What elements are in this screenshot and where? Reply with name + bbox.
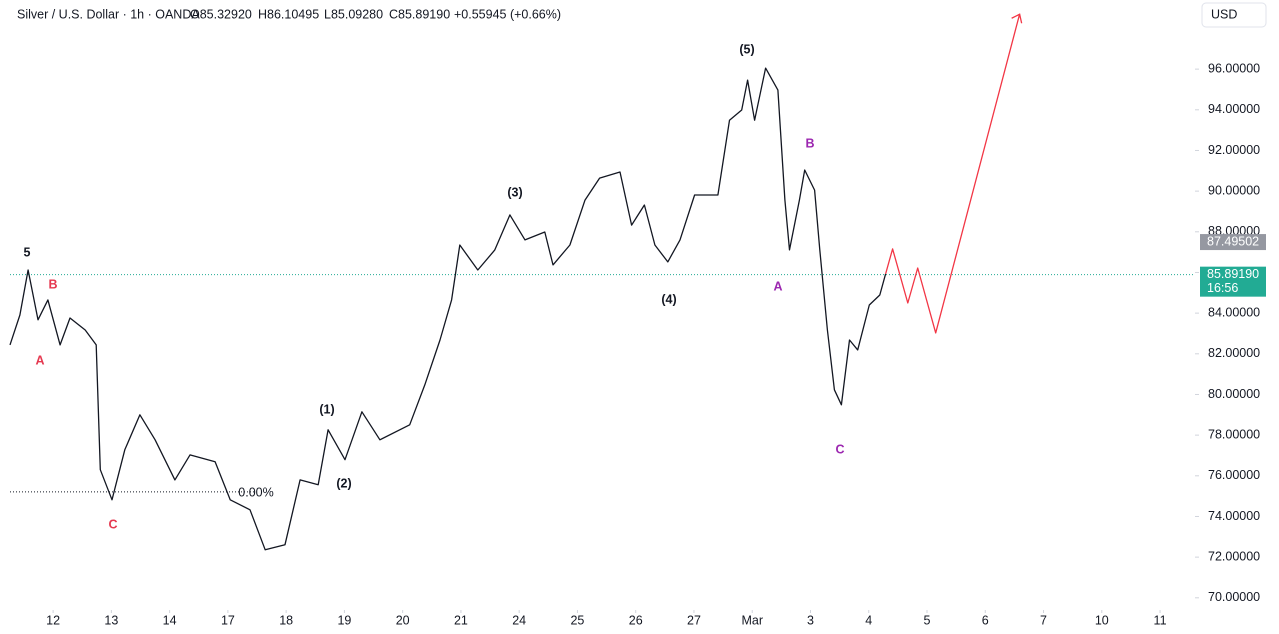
wave-label: B [805,136,814,150]
currency-button[interactable] [1201,2,1267,28]
x-tick-label: Mar [741,613,763,627]
x-tick-label: 27 [687,613,701,627]
projection-line [884,14,1021,334]
x-tick-label: 10 [1095,613,1109,627]
y-tick-label: 72.00000 [1208,549,1260,563]
x-tick-label: 3 [807,613,814,627]
x-tick-label: 17 [221,613,235,627]
x-tick-label: 7 [1040,613,1047,627]
y-tick-label: 90.00000 [1208,183,1260,197]
y-tick-label: 84.00000 [1208,305,1260,319]
x-tick-label: 4 [865,613,872,627]
y-tick-label: 94.00000 [1208,102,1260,116]
last-price-badge [1200,266,1266,297]
wave-label: (1) [319,402,334,416]
wave-label: B [48,277,57,291]
y-tick-label: 96.00000 [1208,61,1260,75]
x-tick-label: 12 [46,613,60,627]
open: O85.32920 [190,7,252,21]
x-tick-label: 21 [454,613,468,627]
x-tick-label: 5 [924,613,931,627]
x-tick-label: 24 [512,613,526,627]
symbol-title: Silver / U.S. Dollar · 1h · OANDA [17,7,200,21]
countdown: 16:56 [1207,281,1238,295]
last-price-label: 85.89190 [1207,267,1259,281]
y-tick-label: 74.00000 [1208,509,1260,523]
x-tick-label: 20 [396,613,410,627]
y-tick-label: 76.00000 [1208,468,1260,482]
marker-price-badge [1200,234,1266,251]
x-tick-label: 13 [104,613,118,627]
x-tick-label: 14 [163,613,177,627]
wave-label: A [773,279,782,293]
x-tick-label: 11 [1154,613,1167,627]
y-tick-label: 82.00000 [1208,346,1260,360]
wave-label: C [835,442,844,456]
wave-label: 5 [24,245,31,259]
price-line [9,67,887,551]
x-tick-label: 26 [629,613,643,627]
low: L85.09280 [324,7,383,21]
arrowhead [1011,13,1023,24]
y-tick-label: 70.00000 [1208,590,1260,604]
wave-label: (2) [336,476,351,490]
wave-label: A [35,353,44,367]
y-tick-label: 80.00000 [1208,387,1260,401]
change: +0.55945 (+0.66%) [454,7,561,21]
close: C85.89190 [389,7,450,21]
wave-label: (4) [661,292,676,306]
x-tick-label: 25 [570,613,584,627]
currency[interactable]: USD [1211,7,1237,21]
wave-label: C [108,517,117,531]
x-tick-label: 6 [982,613,989,627]
marker-price-label: 87.49502 [1207,234,1259,248]
y-tick-label: 92.00000 [1208,143,1260,157]
wave-label: 0.00% [238,485,273,499]
x-tick-label: 18 [279,613,293,627]
high: H86.10495 [258,7,319,21]
wave-label: (5) [739,42,754,56]
y-tick-label: 78.00000 [1208,427,1260,441]
x-tick-label: 19 [337,613,351,627]
wave-label: (3) [507,185,522,199]
